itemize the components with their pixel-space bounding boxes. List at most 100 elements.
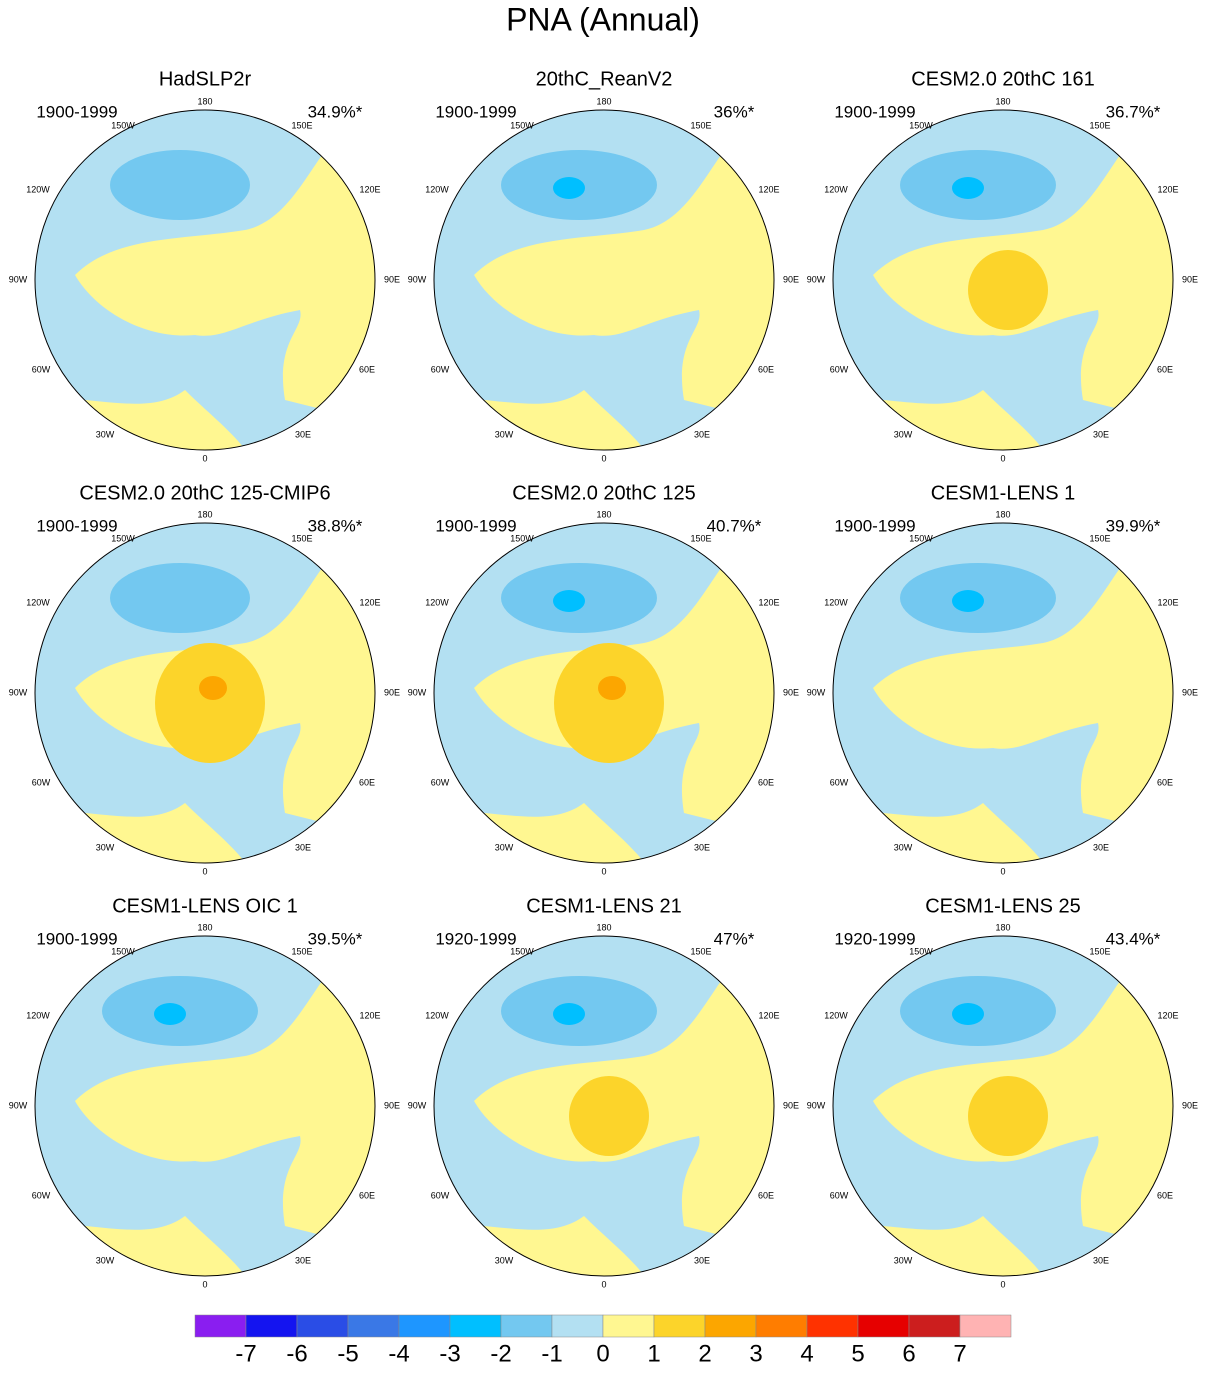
longitude-label: 30W	[495, 842, 514, 852]
longitude-label: 60E	[758, 1190, 774, 1200]
longitude-label: 30E	[694, 1255, 710, 1265]
longitude-label: 60W	[431, 364, 450, 374]
longitude-label: 30W	[96, 429, 115, 439]
longitude-label: 0	[1000, 866, 1005, 876]
longitude-label: 90W	[9, 687, 28, 697]
longitude-label: 120W	[824, 1010, 848, 1020]
positive-core	[155, 643, 265, 763]
positive-core	[554, 643, 664, 763]
negative-center	[110, 150, 250, 220]
longitude-label: 150E	[1089, 533, 1110, 543]
longitude-label: 30E	[295, 842, 311, 852]
longitude-label: 60W	[830, 1190, 849, 1200]
map-border	[832, 522, 1174, 864]
longitude-label: 0	[202, 866, 207, 876]
longitude-label: 60E	[1157, 364, 1173, 374]
longitude-label: 90E	[1182, 1100, 1198, 1110]
positive-region	[873, 543, 1173, 843]
panel-period: 1920-1999	[834, 929, 915, 948]
colorbar-label: -5	[337, 1340, 358, 1367]
longitude-label: 150W	[909, 946, 933, 956]
colorbar-box	[908, 1314, 961, 1338]
longitude-label: 30E	[295, 1255, 311, 1265]
panel-title: CESM1-LENS 1	[931, 482, 1076, 504]
longitude-label: 180	[596, 509, 611, 519]
longitude-label: 180	[995, 509, 1010, 519]
panel-period: 1900-1999	[435, 102, 516, 121]
longitude-label: 60E	[359, 777, 375, 787]
longitude-label: 90W	[9, 274, 28, 284]
longitude-label: 90W	[807, 1100, 826, 1110]
longitude-label: 150W	[111, 533, 135, 543]
negative-core	[553, 1003, 585, 1025]
colorbar-box	[959, 1314, 1012, 1338]
colorbar-label: 7	[953, 1340, 966, 1367]
colorbar-label: -7	[235, 1340, 256, 1367]
longitude-label: 30W	[96, 1255, 115, 1265]
longitude-label: 180	[197, 922, 212, 932]
panel-percent: 38.8%*	[308, 516, 363, 535]
longitude-label: 180	[596, 922, 611, 932]
longitude-label: 30W	[495, 429, 514, 439]
colorbar-label: 0	[596, 1340, 609, 1367]
longitude-label: 60W	[830, 364, 849, 374]
longitude-label: 120W	[824, 184, 848, 194]
longitude-label: 120E	[758, 597, 779, 607]
panel-period: 1900-1999	[834, 102, 915, 121]
longitude-label: 0	[202, 453, 207, 463]
colorbar-label: 4	[800, 1340, 813, 1367]
longitude-label: 180	[995, 922, 1010, 932]
panel-percent: 47%*	[714, 929, 755, 948]
longitude-label: 90E	[783, 687, 799, 697]
longitude-label: 120W	[425, 597, 449, 607]
longitude-label: 90E	[783, 274, 799, 284]
longitude-label: 30W	[894, 1255, 913, 1265]
longitude-label: 120E	[758, 1010, 779, 1020]
negative-core	[154, 1003, 186, 1025]
panel-percent: 40.7%*	[707, 516, 762, 535]
map-border	[433, 522, 775, 864]
negative-core	[952, 590, 984, 612]
panel-period: 1900-1999	[834, 516, 915, 535]
negative-center	[110, 563, 250, 633]
panel-period: 1920-1999	[435, 929, 516, 948]
positive-peak	[199, 676, 227, 700]
panel-percent: 43.4%*	[1106, 929, 1161, 948]
colorbar-label: 2	[698, 1340, 711, 1367]
longitude-label: 150W	[111, 946, 135, 956]
longitude-label: 30W	[96, 842, 115, 852]
longitude-label: 120W	[26, 1010, 50, 1020]
longitude-label: 150E	[291, 120, 312, 130]
longitude-label: 90W	[9, 1100, 28, 1110]
colorbar-box	[704, 1314, 757, 1338]
colorbar-label: -3	[439, 1340, 460, 1367]
longitude-label: 150W	[510, 120, 534, 130]
positive-core	[968, 1076, 1048, 1156]
longitude-label: 150E	[1089, 946, 1110, 956]
longitude-label: 0	[601, 866, 606, 876]
map-border	[34, 935, 376, 1277]
longitude-label: 30E	[694, 842, 710, 852]
longitude-label: 120E	[359, 1010, 380, 1020]
longitude-label: 90W	[807, 687, 826, 697]
longitude-label: 150E	[690, 946, 711, 956]
colorbar-box	[398, 1314, 451, 1338]
longitude-label: 150E	[690, 120, 711, 130]
map	[833, 110, 1173, 450]
longitude-label: 180	[596, 96, 611, 106]
longitude-label: 60E	[758, 364, 774, 374]
longitude-label: 30E	[1093, 1255, 1109, 1265]
map-border	[34, 522, 376, 864]
colorbar-box	[347, 1314, 400, 1338]
longitude-label: 90E	[1182, 274, 1198, 284]
longitude-label: 60E	[1157, 1190, 1173, 1200]
longitude-label: 60W	[32, 364, 51, 374]
panel-percent: 39.9%*	[1106, 516, 1161, 535]
panel-period: 1900-1999	[435, 516, 516, 535]
colorbar-box	[857, 1314, 910, 1338]
panel-period: 1900-1999	[36, 516, 117, 535]
colorbar-label: -1	[541, 1340, 562, 1367]
negative-core	[952, 177, 984, 199]
longitude-label: 30E	[295, 429, 311, 439]
